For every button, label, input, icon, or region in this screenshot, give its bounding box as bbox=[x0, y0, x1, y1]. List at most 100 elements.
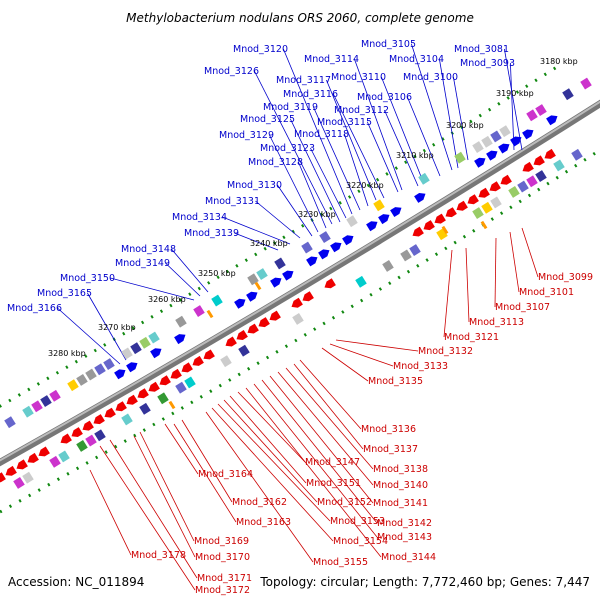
gene-label-reverse: Mnod_3107 bbox=[495, 302, 550, 313]
gene-leader-line bbox=[100, 446, 195, 590]
gene-feature-block bbox=[562, 88, 574, 100]
gene-feature-block bbox=[139, 403, 151, 415]
forward-gene-arrow bbox=[246, 292, 257, 302]
gene-label-reverse: Mnod_3164 bbox=[198, 469, 253, 480]
forward-gene-arrow bbox=[174, 334, 185, 344]
gene-feature-block bbox=[103, 358, 115, 370]
gene-label-forward: Mnod_3120 bbox=[233, 44, 288, 55]
gene-label-forward: Mnod_3112 bbox=[334, 105, 389, 116]
kbp-tick-label: 3190 kbp bbox=[496, 89, 534, 98]
gene-label-forward: Mnod_3148 bbox=[121, 244, 176, 255]
gene-leader-line bbox=[90, 470, 131, 555]
forward-gene-arrow bbox=[366, 221, 377, 231]
gene-feature-block bbox=[526, 175, 538, 187]
gene-feature-block bbox=[274, 258, 286, 270]
gene-label-reverse: Mnod_3171 bbox=[197, 573, 252, 584]
reverse-gene-arrow bbox=[457, 201, 468, 211]
gene-feature-block bbox=[94, 429, 106, 441]
gene-leader-line bbox=[522, 228, 538, 277]
gene-label-reverse: Mnod_3155 bbox=[313, 557, 368, 568]
gene-feature-block bbox=[157, 392, 169, 404]
reverse-gene-arrow bbox=[413, 227, 424, 237]
reverse-gene-arrow bbox=[6, 466, 17, 476]
gene-label-reverse: Mnod_3141 bbox=[373, 498, 428, 509]
map-title: Methylobacterium nodulans ORS 2060, comp… bbox=[126, 11, 474, 25]
gene-label-forward: Mnod_3149 bbox=[115, 258, 170, 269]
reverse-gene-arrow bbox=[138, 388, 149, 398]
gene-feature-block bbox=[238, 345, 250, 357]
reverse-gene-arrow bbox=[28, 453, 39, 463]
reverse-gene-arrow bbox=[72, 427, 83, 437]
gene-feature-block bbox=[22, 406, 34, 418]
gene-feature-block bbox=[535, 104, 547, 116]
gene-feature-block bbox=[490, 197, 502, 209]
gene-label-forward: Mnod_3123 bbox=[260, 143, 315, 154]
gene-feature-block bbox=[211, 295, 223, 307]
gene-feature-block bbox=[481, 202, 493, 214]
forward-gene-arrow bbox=[390, 207, 401, 217]
gene-label-reverse: Mnod_3153 bbox=[330, 516, 385, 527]
kbp-tick-label: 3210 kbp bbox=[396, 151, 434, 160]
gene-leader-line bbox=[140, 432, 194, 541]
reverse-gene-arrow bbox=[226, 337, 237, 347]
reverse-gene-arrow bbox=[523, 162, 534, 172]
gene-label-reverse: Mnod_3136 bbox=[361, 424, 416, 435]
gene-label-forward: Mnod_3117 bbox=[276, 75, 331, 86]
reverse-gene-arrow bbox=[435, 214, 446, 224]
gene-feature-block bbox=[67, 379, 79, 391]
gene-feature-block bbox=[382, 260, 394, 272]
gene-label-forward: Mnod_3128 bbox=[248, 157, 303, 168]
kbp-tick-label: 3230 kbp bbox=[298, 210, 336, 219]
forward-gene-arrow bbox=[270, 278, 281, 288]
forward-gene-arrow bbox=[150, 348, 161, 358]
gene-leader-line bbox=[407, 97, 440, 176]
gene-label-reverse: Mnod_3162 bbox=[232, 497, 287, 508]
gene-label-reverse: Mnod_3132 bbox=[418, 346, 473, 357]
gene-feature-block bbox=[571, 149, 583, 161]
gene-label-forward: Mnod_3104 bbox=[389, 54, 444, 65]
gene-label-forward: Mnod_3166 bbox=[7, 303, 62, 314]
reverse-gene-arrow bbox=[237, 330, 248, 340]
gene-feature-block bbox=[481, 136, 493, 148]
gene-feature-block bbox=[85, 435, 97, 447]
gene-feature-block bbox=[355, 276, 367, 288]
gene-leader-line bbox=[246, 388, 381, 557]
kbp-tick-label: 3270 kbp bbox=[98, 323, 136, 332]
gene-label-reverse: Mnod_3140 bbox=[373, 480, 428, 491]
reverse-gene-arrow bbox=[292, 298, 303, 308]
gene-leader-line bbox=[322, 348, 368, 381]
gene-label-forward: Mnod_3081 bbox=[454, 44, 509, 55]
gene-label-reverse: Mnod_3133 bbox=[393, 361, 448, 372]
forward-gene-arrow bbox=[474, 158, 485, 168]
gene-feature-block bbox=[346, 215, 358, 227]
reverse-gene-arrow bbox=[193, 356, 204, 366]
reverse-gene-arrow bbox=[127, 395, 138, 405]
gene-feature-block bbox=[256, 268, 268, 280]
reverse-gene-arrow bbox=[61, 434, 72, 444]
reverse-gene-arrow bbox=[479, 188, 490, 198]
gene-feature-block bbox=[535, 170, 547, 182]
gene-feature-block bbox=[517, 181, 529, 193]
kbp-tick-label: 3220 kbp bbox=[346, 181, 384, 190]
reverse-gene-arrow bbox=[160, 375, 171, 385]
gene-feature-block bbox=[139, 337, 151, 349]
gene-label-reverse: Mnod_3170 bbox=[195, 552, 250, 563]
gene-feature-block bbox=[4, 416, 16, 428]
forward-gene-arrow bbox=[282, 271, 293, 281]
gene-label-forward: Mnod_3106 bbox=[357, 92, 412, 103]
gene-label-forward: Mnod_3139 bbox=[184, 228, 239, 239]
kbp-tick-label: 3280 kbp bbox=[48, 349, 86, 358]
gene-label-reverse: Mnod_3137 bbox=[363, 444, 418, 455]
gene-feature-block bbox=[409, 244, 421, 256]
gene-feature-block bbox=[121, 348, 133, 360]
reverse-gene-arrow bbox=[259, 317, 270, 327]
gene-leader-line bbox=[444, 250, 452, 337]
forward-gene-arrow bbox=[414, 193, 425, 203]
reverse-gene-arrow bbox=[0, 472, 6, 482]
gene-label-forward: Mnod_3114 bbox=[304, 54, 359, 65]
reverse-gene-arrow bbox=[116, 401, 127, 411]
gene-label-forward: Mnod_3100 bbox=[403, 72, 458, 83]
gene-label-reverse: Mnod_3147 bbox=[305, 457, 360, 468]
gene-label-reverse: Mnod_3178 bbox=[131, 550, 186, 561]
gene-feature-block bbox=[40, 395, 52, 407]
